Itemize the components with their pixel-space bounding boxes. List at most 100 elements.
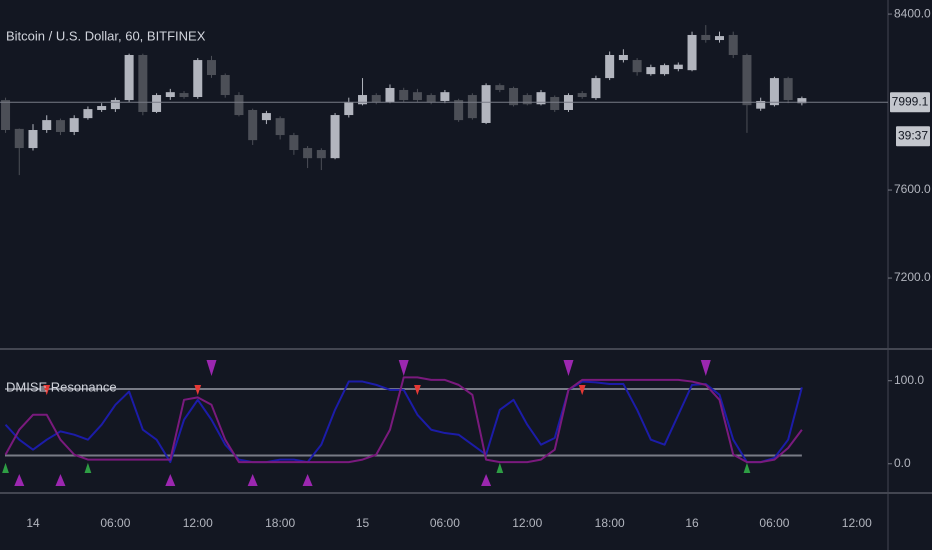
signal-marker xyxy=(206,360,217,376)
candle-body xyxy=(769,78,779,106)
candle-body xyxy=(83,109,93,119)
last-price-box xyxy=(890,92,930,113)
candle-body xyxy=(165,92,175,98)
signal-marker xyxy=(43,385,51,396)
candle-body xyxy=(687,34,697,71)
signal-marker xyxy=(2,462,9,473)
candle-body xyxy=(577,93,587,98)
candle-body xyxy=(632,60,642,73)
candle-body xyxy=(110,100,120,110)
candle-body xyxy=(673,64,683,70)
candle-body xyxy=(605,54,615,79)
signal-marker xyxy=(55,474,66,486)
candle-body xyxy=(399,89,409,101)
candle-body xyxy=(28,130,38,149)
candle-body xyxy=(316,150,326,159)
candle-body xyxy=(522,95,532,105)
indicator-line xyxy=(4,376,803,464)
candle-body xyxy=(618,54,628,61)
x-tick-label: 06:00 xyxy=(100,516,130,530)
candle-body xyxy=(289,135,299,151)
indicator-line xyxy=(4,380,803,464)
candle-body xyxy=(509,87,519,106)
candle-body xyxy=(701,34,711,41)
candle-body xyxy=(426,95,436,103)
candle-body xyxy=(536,92,546,105)
candle-body xyxy=(783,78,793,101)
candle-body xyxy=(440,92,450,101)
candle-body xyxy=(303,148,313,159)
candle-body xyxy=(385,87,395,103)
candle-body xyxy=(550,97,560,110)
signal-marker xyxy=(302,474,313,486)
candle-body xyxy=(591,78,601,99)
candle-body xyxy=(55,120,65,132)
y-tick-label: 100.0 xyxy=(894,373,924,387)
candle-body xyxy=(728,34,738,55)
signal-marker xyxy=(481,474,492,486)
candle-body xyxy=(797,98,807,104)
signal-marker xyxy=(247,474,258,486)
candle-body xyxy=(660,65,670,75)
candle-body xyxy=(220,75,230,96)
x-tick-label: 06:00 xyxy=(759,516,789,530)
candle-body xyxy=(467,95,477,119)
signal-marker xyxy=(563,360,574,376)
candle-body xyxy=(206,60,216,76)
x-tick-label: 15 xyxy=(356,516,370,530)
y-tick-label: 7600.0 xyxy=(894,182,931,196)
candle-body xyxy=(261,113,271,121)
signal-marker xyxy=(165,474,176,486)
candle-body xyxy=(412,92,422,101)
countdown-box xyxy=(896,126,930,147)
signal-marker xyxy=(578,385,586,396)
indicator-title: DMISE Resonance xyxy=(6,379,117,394)
signal-marker xyxy=(14,474,25,486)
x-tick-label: 18:00 xyxy=(265,516,295,530)
candle-body xyxy=(371,95,381,103)
signal-marker xyxy=(414,385,421,396)
signal-marker xyxy=(700,360,711,376)
x-tick-label: 06:00 xyxy=(430,516,460,530)
candle-body xyxy=(358,95,368,105)
candle-body xyxy=(454,100,464,121)
signal-marker xyxy=(84,462,92,473)
x-tick-label: 14 xyxy=(26,516,40,530)
x-tick-label: 12:00 xyxy=(512,516,542,530)
signal-marker xyxy=(398,360,409,376)
y-tick-label: 0.0 xyxy=(894,456,911,470)
x-tick-label: 18:00 xyxy=(595,516,625,530)
countdown-label: 39:37 xyxy=(898,128,928,142)
candle-body xyxy=(330,115,340,159)
signal-marker xyxy=(194,385,202,396)
candle-body xyxy=(152,95,162,112)
signal-marker xyxy=(496,462,504,473)
candle-body xyxy=(275,118,285,136)
candle-body xyxy=(234,95,244,116)
candle-body xyxy=(1,100,11,131)
candle-body xyxy=(756,100,766,109)
candle-body xyxy=(138,54,148,112)
signal-marker xyxy=(743,462,751,473)
candle-body xyxy=(742,54,752,106)
y-tick-label: 7200.0 xyxy=(894,270,931,284)
candle-body xyxy=(715,36,724,41)
candle-body xyxy=(14,128,24,149)
candle-body xyxy=(481,85,491,123)
candle-body xyxy=(42,120,52,131)
candle-body xyxy=(69,118,79,132)
candle-body xyxy=(344,102,354,116)
candle-body xyxy=(248,109,258,141)
candle-body xyxy=(495,85,505,90)
candle-body xyxy=(97,106,107,110)
chart-title: Bitcoin / U.S. Dollar, 60, BITFINEX xyxy=(6,28,206,43)
y-tick-label: 8400.0 xyxy=(894,6,931,20)
candle-body xyxy=(124,54,134,101)
candle-body xyxy=(193,60,203,98)
x-tick-label: 16 xyxy=(685,516,699,530)
candle-body xyxy=(179,93,189,98)
x-tick-label: 12:00 xyxy=(183,516,213,530)
last-price-label: 7999.1 xyxy=(892,94,929,108)
